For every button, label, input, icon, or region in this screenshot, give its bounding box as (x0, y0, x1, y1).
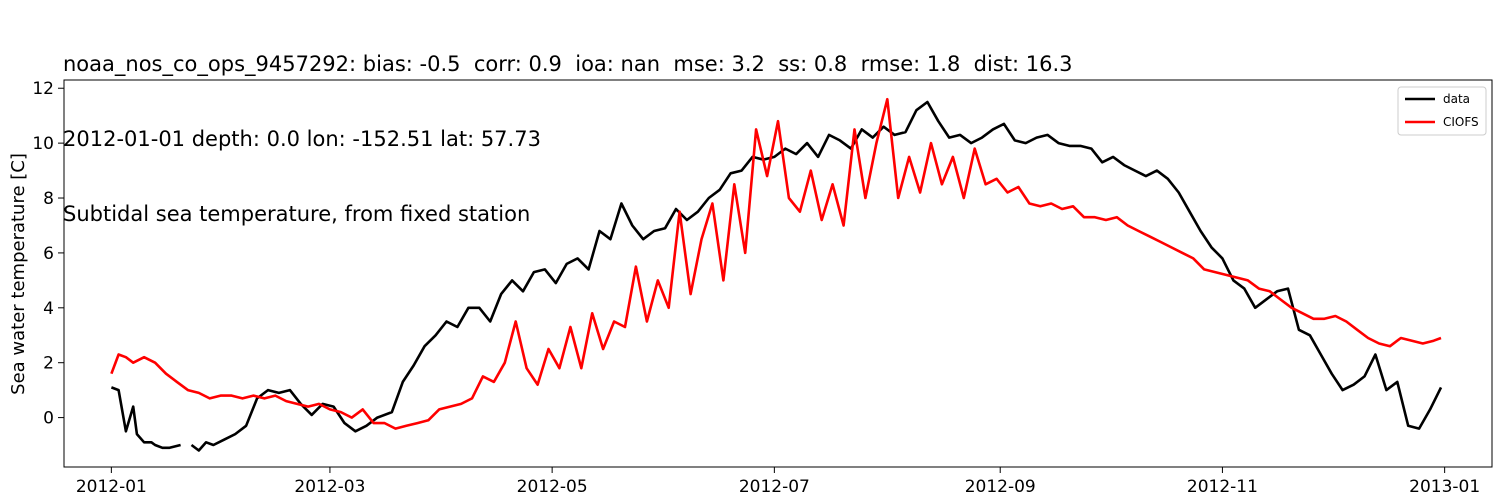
x-tick-label: 2012-11 (1187, 477, 1258, 497)
y-axis-label: Sea water temperature [C] (8, 153, 29, 395)
series-line-ciofs (110, 97, 1442, 430)
legend-label-data: data (1443, 92, 1470, 106)
x-tick-label: 2012-07 (739, 477, 810, 497)
y-tick-label: 0 (43, 409, 54, 429)
y-axis: 0 2 4 6 8 10 12 (32, 79, 64, 429)
y-tick-label: 6 (43, 244, 54, 264)
legend-label-ciofs: CIOFS (1443, 115, 1479, 129)
x-tick-label: 2012-01 (76, 477, 147, 497)
chart-title-line-3: Subtidal sea temperature, from fixed sta… (63, 202, 531, 226)
chart-title-block: noaa_nos_co_ops_9457292: bias: -0.5 corr… (63, 2, 1073, 252)
y-tick-label: 8 (43, 189, 54, 209)
series-layer (110, 97, 1443, 452)
x-tick-label: 2013-01 (1409, 477, 1480, 497)
x-tick-label: 2012-09 (965, 477, 1036, 497)
chart-title-line-1: noaa_nos_co_ops_9457292: bias: -0.5 corr… (63, 52, 1073, 76)
plot-frame (63, 79, 1493, 468)
x-tick-label: 2012-05 (517, 477, 588, 497)
y-tick-label: 4 (43, 299, 54, 319)
chart-title-line-2: 2012-01-01 depth: 0.0 lon: -152.51 lat: … (63, 127, 541, 151)
y-tick-label: 12 (32, 79, 54, 99)
legend: data CIOFS (1397, 86, 1487, 136)
y-tick-label: 10 (32, 134, 54, 154)
y-tick-label: 2 (43, 354, 54, 374)
x-tick-label: 2012-03 (294, 477, 365, 497)
x-axis: 2012-01 2012-03 2012-05 2012-07 2012-09 2012-… (76, 467, 1480, 497)
series-line-data (110, 100, 1443, 452)
